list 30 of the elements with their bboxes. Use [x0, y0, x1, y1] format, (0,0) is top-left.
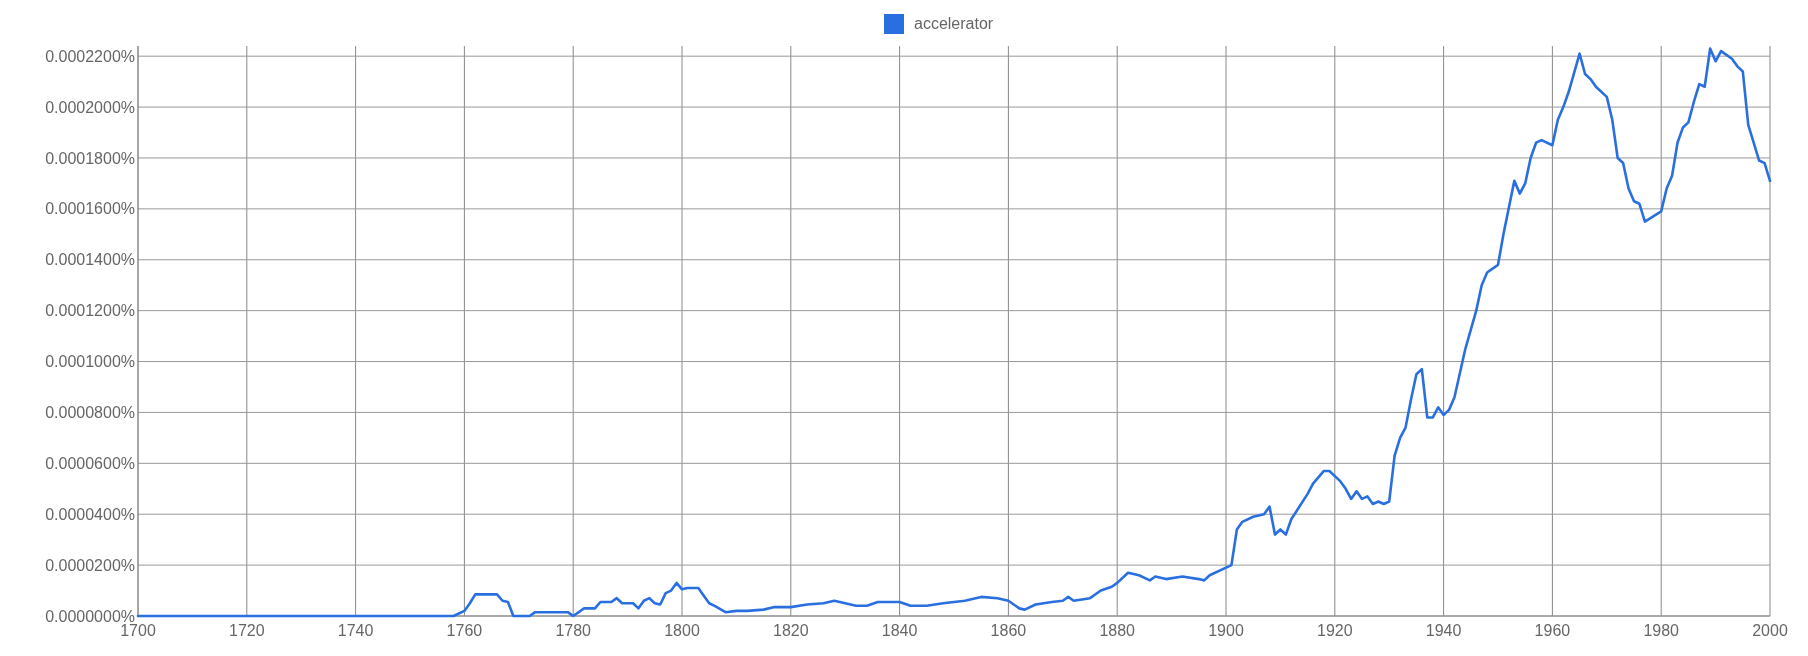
x-tick-label: 1980 — [1643, 622, 1680, 639]
y-tick-label: 0.0000800% — [45, 404, 135, 422]
x-tick-label: 1780 — [555, 622, 592, 639]
y-tick-label: 0.0000600% — [45, 454, 135, 472]
x-tick-label: 1920 — [1317, 622, 1353, 639]
x-tick-label: 2000 — [1752, 622, 1788, 639]
y-tick-label: 0.0001800% — [45, 149, 135, 167]
x-tick-label: 1840 — [881, 622, 918, 639]
y-tick-label: 0.0001600% — [45, 200, 135, 218]
legend-label: accelerator — [914, 15, 994, 32]
y-tick-label: 0.0002200% — [45, 47, 135, 65]
y-tick-label: 0.0000400% — [45, 505, 135, 523]
x-tick-label: 1900 — [1208, 622, 1244, 639]
x-tick-label: 1860 — [990, 622, 1027, 639]
y-tick-label: 0.0000200% — [45, 556, 135, 574]
y-tick-label: 0.0001200% — [45, 302, 135, 320]
x-tick-label: 1820 — [773, 622, 809, 639]
x-tick-label: 1720 — [229, 622, 265, 639]
y-tick-label: 0.0002000% — [45, 98, 135, 116]
x-tick-label: 1760 — [446, 622, 483, 639]
y-tick-label: 0.0000000% — [45, 607, 135, 625]
x-tick-label: 1960 — [1534, 622, 1571, 639]
x-tick-label: 1880 — [1099, 622, 1136, 639]
x-tick-label: 1740 — [337, 622, 374, 639]
y-tick-label: 0.0001000% — [45, 353, 135, 371]
x-tick-label: 1800 — [664, 622, 700, 639]
line-series — [136, 47, 1772, 618]
y-tick-label: 0.0001400% — [45, 251, 135, 269]
x-tick-label: 1700 — [120, 622, 156, 639]
x-tick-label: 1940 — [1425, 622, 1462, 639]
